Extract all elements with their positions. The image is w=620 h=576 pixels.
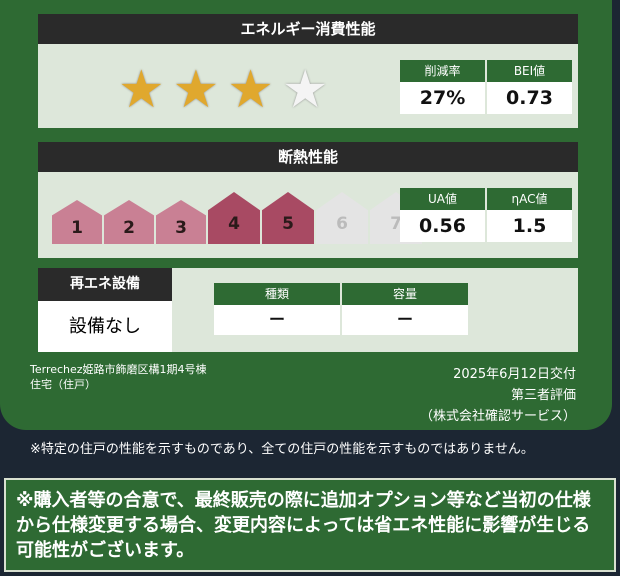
reduction-value: 27%	[400, 82, 485, 114]
notice-box: ※購入者等の合意で、最終販売の際に追加オプション等など当初の仕様から仕様変更する…	[4, 478, 616, 572]
insulation-table: UA値 ηAC値 0.56 1.5	[400, 188, 572, 242]
star-rating: ★ ★ ★ ★	[118, 64, 329, 116]
star-filled-icon: ★	[172, 60, 220, 120]
evaluation-type: 第三者評価	[510, 388, 576, 403]
insulation-level-5: 5	[262, 192, 314, 244]
capacity-header: 容量	[342, 283, 468, 305]
issue-date: 2025年6月12日交付	[453, 367, 576, 382]
renewable-title: 再エネ設備	[38, 268, 172, 301]
etaac-value: 1.5	[487, 210, 572, 242]
property-name: Terrechez姫路市飾磨区構1期4号棟	[30, 363, 207, 376]
insulation-level-3: 3	[156, 200, 206, 244]
issuer-info: 2025年6月12日交付 第三者評価 （株式会社確認サービス）	[420, 364, 576, 427]
reduction-header: 削減率	[400, 60, 485, 82]
property-type: 住宅（住戸）	[30, 378, 96, 391]
renewable-panel: 再エネ設備 設備なし 種類 容量 ー ー	[38, 268, 578, 352]
evaluator-company: （株式会社確認サービス）	[419, 409, 576, 424]
star-filled-icon: ★	[227, 60, 274, 120]
property-info: Terrechez姫路市飾磨区構1期4号棟 住宅（住戸）	[30, 362, 207, 392]
insulation-level-1: 1	[52, 200, 102, 244]
insulation-title: 断熱性能	[38, 142, 578, 172]
disclaimer: ※特定の住戸の性能を示すものであり、全ての住戸の性能を示すものではありません。	[30, 442, 534, 457]
bei-value: 0.73	[487, 82, 572, 114]
energy-title: エネルギー消費性能	[38, 14, 578, 44]
bei-header: BEI値	[487, 60, 572, 82]
insulation-level-2: 2	[104, 200, 154, 244]
star-filled-icon: ★	[118, 60, 165, 120]
star-empty-icon: ★	[281, 60, 329, 120]
energy-table: 削減率 BEI値 27% 0.73	[400, 60, 572, 114]
etaac-header: ηAC値	[487, 188, 572, 210]
ua-header: UA値	[400, 188, 485, 210]
ua-value: 0.56	[400, 210, 485, 242]
energy-panel: ★ ★ ★ ★ 削減率 BEI値 27% 0.73	[38, 44, 578, 128]
insulation-level-4: 4	[208, 192, 260, 244]
type-value: ー	[214, 305, 340, 335]
insulation-level-6: 6	[316, 192, 368, 244]
type-header: 種類	[214, 283, 340, 305]
renewable-table: 種類 容量 ー ー	[214, 283, 468, 335]
renewable-value: 設備なし	[38, 301, 172, 352]
capacity-value: ー	[342, 305, 468, 335]
